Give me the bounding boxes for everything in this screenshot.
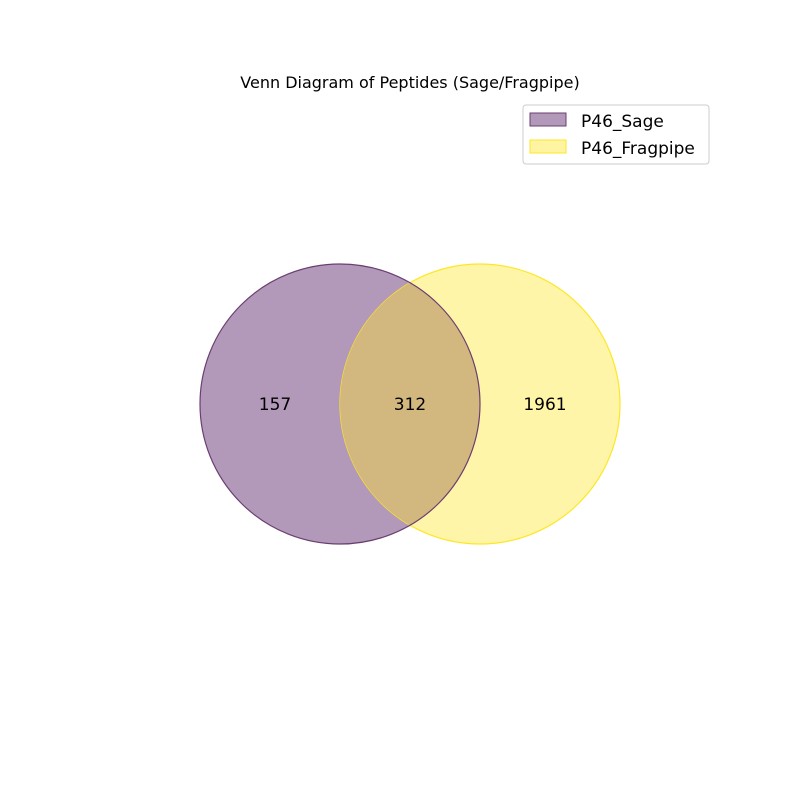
legend-label-p46-fragpipe: P46_Fragpipe bbox=[581, 139, 695, 159]
count-only-fragpipe: 1961 bbox=[523, 395, 566, 415]
legend-label-p46-sage: P46_Sage bbox=[581, 112, 664, 132]
chart-title: Venn Diagram of Peptides (Sage/Fragpipe) bbox=[240, 73, 579, 92]
overlap-region bbox=[340, 264, 480, 544]
count-only-sage: 157 bbox=[259, 395, 291, 415]
circle-p46-sage-outline bbox=[199, 263, 481, 545]
legend: P46_Sage P46_Fragpipe bbox=[522, 104, 710, 165]
count-both: 312 bbox=[394, 395, 426, 415]
legend-frame bbox=[522, 104, 710, 165]
legend-swatch-p46-fragpipe bbox=[529, 139, 567, 154]
legend-swatch-p46-sage bbox=[529, 112, 567, 127]
